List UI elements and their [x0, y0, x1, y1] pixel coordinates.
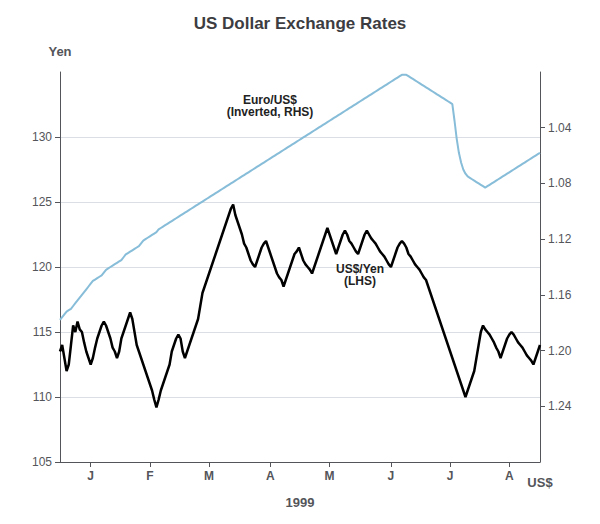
svg-text:J: J: [87, 469, 94, 483]
svg-text:US$/Yen: US$/Yen: [336, 261, 384, 276]
svg-text:A: A: [505, 469, 514, 483]
svg-text:US$: US$: [527, 475, 553, 490]
svg-text:1.16: 1.16: [548, 288, 572, 302]
svg-text:120: 120: [32, 260, 52, 274]
svg-text:115: 115: [33, 325, 52, 339]
svg-text:1.08: 1.08: [548, 176, 572, 190]
svg-text:M: M: [325, 469, 335, 483]
svg-text:130: 130: [32, 130, 52, 144]
svg-text:US Dollar Exchange Rates: US Dollar Exchange Rates: [194, 14, 407, 33]
svg-text:(LHS): (LHS): [344, 274, 376, 288]
svg-text:1.20: 1.20: [548, 344, 572, 358]
svg-text:F: F: [146, 469, 153, 483]
svg-text:125: 125: [32, 195, 52, 209]
svg-text:1.12: 1.12: [548, 232, 572, 246]
svg-text:J: J: [447, 469, 454, 483]
svg-text:Euro/US$: Euro/US$: [243, 92, 297, 107]
svg-text:Yen: Yen: [48, 44, 71, 59]
svg-text:105: 105: [32, 455, 52, 469]
svg-text:M: M: [204, 469, 214, 483]
svg-text:110: 110: [33, 390, 52, 404]
svg-text:1.04: 1.04: [548, 121, 572, 135]
svg-text:(Inverted, RHS): (Inverted, RHS): [227, 105, 314, 119]
svg-text:1.24: 1.24: [548, 399, 572, 413]
svg-text:A: A: [266, 469, 275, 483]
svg-text:J: J: [388, 469, 395, 483]
svg-text:1999: 1999: [286, 495, 315, 510]
